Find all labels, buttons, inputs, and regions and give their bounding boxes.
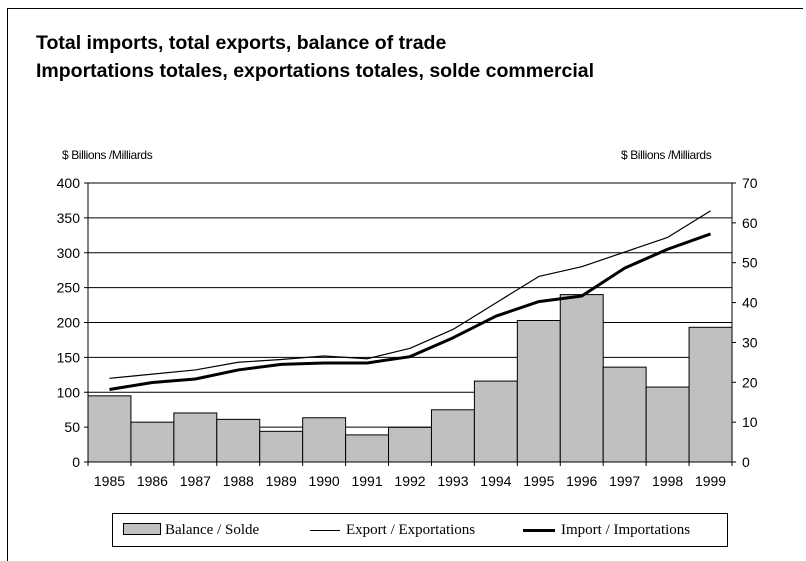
- chart-legend: Balance / Solde Export / Exportations Im…: [112, 513, 728, 547]
- x-tick-label: 1991: [351, 473, 382, 489]
- x-tick-label: 1999: [695, 473, 726, 489]
- y-right-tick-label: 30: [742, 334, 758, 350]
- bar-balance: [688, 326, 733, 463]
- x-tick-label: 1993: [437, 473, 468, 489]
- chart-subtitle: Importations totales, exportations total…: [36, 60, 595, 82]
- bar-balance: [473, 380, 518, 463]
- bar-balance: [87, 395, 132, 463]
- y-right-tick-label: 60: [742, 215, 758, 231]
- legend-item-export: Export / Exportations: [310, 522, 475, 539]
- y-left-tick-label: 250: [57, 280, 81, 296]
- bar-balance: [345, 434, 390, 463]
- y-left-tick-label: 150: [57, 349, 81, 365]
- legend-swatch-import: [523, 529, 555, 533]
- x-tick-label: 1996: [566, 473, 597, 489]
- chart-frame: [7, 8, 803, 561]
- line-export: [109, 210, 711, 379]
- x-tick-label: 1995: [523, 473, 554, 489]
- legend-item-import: Import / Importations: [523, 522, 690, 539]
- legend-swatch-balance: [123, 523, 161, 535]
- y-left-tick-label: 0: [72, 454, 80, 470]
- y-right-axis-label: $ Billions /Milliards: [621, 148, 712, 162]
- y-left-tick-label: 400: [57, 175, 81, 191]
- x-tick-label: 1987: [180, 473, 211, 489]
- y-right-tick-label: 50: [742, 255, 758, 271]
- bar-balance: [388, 426, 432, 463]
- bar-balance: [602, 366, 647, 463]
- legend-swatch-export: [310, 530, 340, 532]
- x-tick-label: 1997: [609, 473, 640, 489]
- y-left-tick-label: 50: [64, 419, 80, 435]
- y-right-tick-label: 70: [742, 175, 758, 191]
- y-left-tick-label: 100: [57, 384, 81, 400]
- bar-balance: [559, 294, 604, 463]
- bar-balance: [173, 412, 218, 463]
- legend-label-balance: Balance / Solde: [165, 522, 260, 538]
- y-left-tick-label: 300: [57, 245, 81, 261]
- bar-balance: [130, 421, 175, 463]
- legend-label-export: Export / Exportations: [346, 522, 476, 538]
- y-right-tick-label: 0: [742, 454, 750, 470]
- x-tick-label: 1992: [394, 473, 425, 489]
- y-right-tick-label: 10: [742, 414, 758, 430]
- x-tick-label: 1985: [94, 473, 125, 489]
- y-left-axis-label: $ Billions /Milliards: [62, 148, 153, 162]
- bar-balance: [645, 386, 690, 463]
- bar-balance: [259, 430, 304, 463]
- y-left-tick-label: 200: [57, 315, 81, 331]
- bar-balance: [430, 409, 475, 463]
- bar-balance: [302, 417, 347, 463]
- x-tick-label: 1990: [309, 473, 340, 489]
- legend-label-import: Import / Importations: [561, 522, 691, 538]
- line-import: [109, 232, 712, 391]
- x-tick-label: 1986: [137, 473, 168, 489]
- x-tick-label: 1998: [652, 473, 683, 489]
- bar-balance: [216, 418, 261, 463]
- x-tick-label: 1989: [266, 473, 297, 489]
- bar-balance: [516, 320, 561, 463]
- y-right-tick-label: 20: [742, 374, 758, 390]
- x-tick-label: 1994: [480, 473, 511, 489]
- legend-item-balance: Balance / Solde: [123, 522, 259, 539]
- y-right-tick-label: 40: [742, 295, 758, 311]
- chart-title: Total imports, total exports, balance of…: [36, 32, 447, 54]
- y-left-tick-label: 350: [57, 210, 81, 226]
- x-tick-label: 1988: [223, 473, 254, 489]
